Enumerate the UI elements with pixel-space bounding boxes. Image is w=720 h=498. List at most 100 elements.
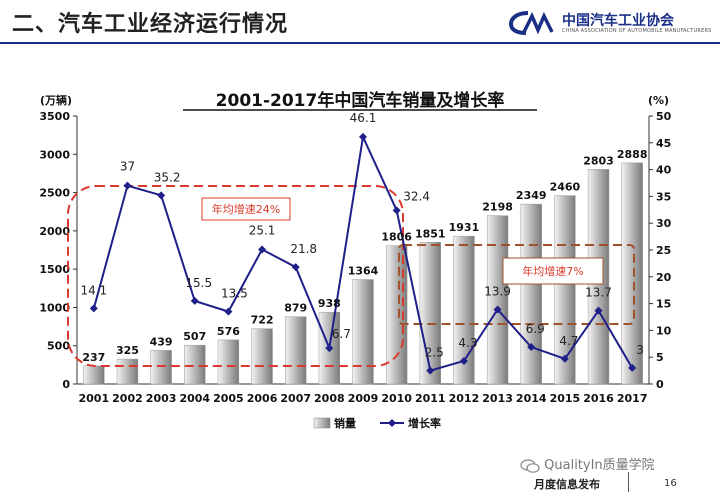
bar xyxy=(150,350,172,385)
annotation-note: 年均增速7% xyxy=(522,264,583,278)
growth-data-label: 21.8 xyxy=(290,242,317,256)
sales-data-label: 2460 xyxy=(550,181,581,194)
growth-rate-point xyxy=(493,305,502,314)
header-divider xyxy=(0,42,720,44)
growth-data-label: 35.2 xyxy=(154,170,181,184)
y-tick-label-right: 10 xyxy=(656,324,672,337)
header: 二、汽车工业经济运行情况 中国汽车工业协会 CHINA ASSOCIATION … xyxy=(0,0,720,44)
y-tick-label-right: 0 xyxy=(656,378,664,391)
bar xyxy=(419,242,441,385)
y-tick-label-right: 25 xyxy=(656,244,671,257)
y-tick-label-right: 40 xyxy=(656,164,672,177)
footer-label: 月度信息发布 xyxy=(534,478,600,491)
x-tick-label: 2016 xyxy=(583,392,614,405)
growth-data-label: 4.7 xyxy=(559,334,578,348)
growth-data-label: 3 xyxy=(636,343,644,357)
growth-rate-point xyxy=(594,306,603,315)
annotation-box-2011-2017 xyxy=(398,244,635,325)
legend-line-marker xyxy=(388,419,396,427)
bar xyxy=(251,328,273,385)
watermark: QualityIn质量学院 xyxy=(520,454,655,473)
wechat-icon xyxy=(520,458,540,473)
x-tick-label: 2008 xyxy=(314,392,345,405)
sales-data-label: 1931 xyxy=(449,221,480,234)
sales-data-label: 2198 xyxy=(482,201,513,214)
growth-rate-point xyxy=(459,356,468,365)
bar xyxy=(453,235,475,385)
growth-data-label: 14.1 xyxy=(80,283,107,297)
y-tick-label-left: 2500 xyxy=(39,187,70,200)
bar xyxy=(217,339,240,385)
growth-data-label: 6.7 xyxy=(332,327,351,341)
logo: 中国汽车工业协会 CHINA ASSOCIATION OF AUTOMOBILE… xyxy=(508,8,713,38)
y-tick-label-left: 1000 xyxy=(39,301,70,314)
sales-data-label: 2349 xyxy=(516,189,547,202)
bar xyxy=(621,162,643,385)
y-tick-label-right: 35 xyxy=(656,190,671,203)
y-tick-label-left: 0 xyxy=(62,378,70,391)
growth-data-label: 2.5 xyxy=(425,346,444,360)
sales-data-label: 439 xyxy=(150,335,173,348)
chart-title: 2001-2017年中国汽车销量及增长率 xyxy=(216,90,505,111)
sales-data-label: 237 xyxy=(82,351,105,364)
bar xyxy=(486,215,509,385)
y-tick-label-right: 15 xyxy=(656,298,671,311)
growth-data-label: 46.1 xyxy=(350,111,377,125)
growth-data-label: 13.5 xyxy=(221,287,248,301)
y-tick-label-right: 45 xyxy=(656,137,671,150)
growth-data-label: 13.7 xyxy=(585,286,612,300)
growth-rate-point xyxy=(258,245,267,254)
growth-data-label: 37 xyxy=(120,160,135,174)
y-tick-label-right: 50 xyxy=(656,110,672,123)
x-tick-label: 2003 xyxy=(146,392,177,405)
growth-rate-point xyxy=(325,344,334,353)
growth-rate-point xyxy=(291,263,300,272)
footer-separator xyxy=(628,472,629,492)
y-tick-label-left: 2000 xyxy=(39,225,70,238)
growth-rate-point xyxy=(359,132,367,141)
growth-rate-point xyxy=(89,304,98,313)
x-tick-label: 2012 xyxy=(449,392,480,405)
x-tick-label: 2010 xyxy=(381,392,412,405)
page-number: 16 xyxy=(664,478,677,489)
sales-data-label: 938 xyxy=(318,297,341,310)
growth-data-label: 15.5 xyxy=(185,276,212,290)
x-tick-label: 2006 xyxy=(247,392,278,405)
growth-data-label: 6.9 xyxy=(526,322,545,336)
sales-data-label: 2803 xyxy=(583,154,614,167)
watermark-text: QualityIn质量学院 xyxy=(544,458,655,473)
x-tick-label: 2001 xyxy=(79,392,110,405)
y-tick-label-left: 3500 xyxy=(39,110,70,123)
growth-rate-point xyxy=(628,363,637,372)
bar xyxy=(184,344,206,385)
bar xyxy=(385,245,408,385)
growth-rate-point xyxy=(224,307,233,316)
x-tick-label: 2013 xyxy=(482,392,513,405)
y-tick-label-right: 5 xyxy=(656,351,664,364)
sales-data-label: 576 xyxy=(217,325,240,338)
y-tick-label-right: 20 xyxy=(656,271,672,284)
x-tick-label: 2009 xyxy=(348,392,379,405)
bar xyxy=(554,195,576,385)
growth-data-label: 25.1 xyxy=(249,223,276,237)
annotation-note: 年均增速24% xyxy=(212,202,280,216)
annotation-note-box xyxy=(502,257,604,285)
sales-data-label: 1364 xyxy=(348,265,379,278)
x-tick-label: 2005 xyxy=(213,392,244,405)
legend-line-label: 增长率 xyxy=(408,416,441,430)
growth-rate-point xyxy=(190,296,199,305)
y-tick-label-left: 500 xyxy=(47,340,70,353)
sales-data-label: 1851 xyxy=(415,227,446,240)
x-tick-label: 2004 xyxy=(179,392,210,405)
growth-rate-point xyxy=(157,191,166,200)
caam-logo-icon xyxy=(508,11,554,35)
sales-data-label: 2888 xyxy=(617,148,648,161)
bar xyxy=(520,203,542,385)
annotation-note-box xyxy=(201,197,291,221)
sales-data-label: 1806 xyxy=(381,231,412,244)
bar xyxy=(116,358,139,385)
bar xyxy=(352,279,374,385)
logo-text-cn: 中国汽车工业协会 xyxy=(562,13,674,29)
x-tick-label: 2014 xyxy=(516,392,547,405)
